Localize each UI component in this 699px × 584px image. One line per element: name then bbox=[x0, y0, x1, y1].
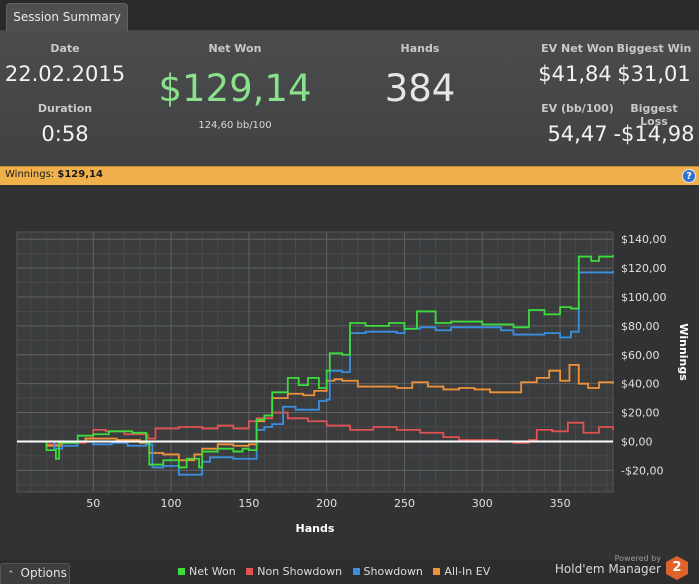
y-tick-label: $60,00 bbox=[621, 349, 660, 362]
powered-by-text: Powered by bbox=[614, 554, 661, 563]
x-tick-label: 300 bbox=[472, 497, 493, 510]
summary-panel: Date 22.02.2015 Duration 0:58 Net Won $1… bbox=[0, 31, 699, 166]
tab-bar: Session Summary bbox=[0, 0, 699, 32]
y-tick-label: -$20,00 bbox=[621, 464, 663, 477]
product-name: Hold'em Manager bbox=[554, 562, 661, 576]
winnings-bar-text: Winnings: $129,14 bbox=[5, 169, 103, 180]
hands-label: Hands bbox=[400, 42, 440, 55]
biggest-win-label: Biggest Win bbox=[616, 42, 692, 55]
x-tick-label: 50 bbox=[86, 497, 100, 510]
chart-legend: Net Won Non Showdown Showdown All-In EV bbox=[178, 565, 497, 578]
plot-background bbox=[16, 231, 614, 493]
legend-item-net-won[interactable]: Net Won bbox=[178, 565, 236, 578]
legend-swatch-net-won bbox=[178, 568, 185, 575]
chevron-up-icon: ⌃ bbox=[7, 570, 15, 580]
winnings-value: $129,14 bbox=[57, 169, 103, 180]
chart-area: 50 100 150 200 250 300 350 -$20,00 $0,00 $20,00 $4… bbox=[0, 185, 699, 560]
legend-item-allin-ev[interactable]: All-In EV bbox=[433, 565, 490, 578]
legend-label-non-showdown: Non Showdown bbox=[257, 565, 343, 578]
net-won-value: $129,14 bbox=[158, 67, 312, 110]
options-button[interactable]: ⌃ Options bbox=[0, 563, 70, 584]
x-tick-label: 350 bbox=[550, 497, 571, 510]
y-tick-label: $40,00 bbox=[621, 378, 660, 391]
legend-swatch-showdown bbox=[352, 568, 360, 575]
ev-bb100-label: EV (bb/100) bbox=[541, 102, 614, 115]
legend-swatch-allin-ev bbox=[433, 568, 441, 575]
y-tick-label: $140,00 bbox=[621, 233, 667, 246]
biggest-loss-label: Biggest Loss bbox=[630, 102, 678, 128]
legend-label-net-won: Net Won bbox=[189, 565, 236, 578]
date-value: 22.02.2015 bbox=[4, 62, 126, 86]
duration-label: Duration bbox=[37, 102, 93, 115]
net-won-bb100: 124,60 bb/100 bbox=[198, 120, 272, 131]
series-line-net-won bbox=[17, 255, 614, 469]
legend-item-showdown[interactable]: Showdown bbox=[352, 565, 423, 578]
help-icon[interactable]: ? bbox=[682, 169, 696, 183]
y-axis-title: Winnings bbox=[677, 323, 690, 381]
options-label: Options bbox=[20, 566, 67, 580]
biggest-win-value: $31,01 bbox=[617, 62, 691, 86]
tab-session-summary[interactable]: Session Summary bbox=[6, 3, 128, 32]
y-tick-label: $80,00 bbox=[621, 320, 660, 333]
legend-swatch-non-showdown bbox=[246, 568, 254, 575]
hands-value: 384 bbox=[384, 67, 456, 110]
ev-bb100-value: 54,47 bbox=[547, 122, 608, 146]
winnings-bar: Winnings: $129,14 ? bbox=[0, 166, 699, 185]
series-line-showdown bbox=[17, 271, 614, 476]
y-tick-label: $100,00 bbox=[621, 291, 667, 304]
ev-net-won-value: $41,84 bbox=[538, 62, 612, 86]
biggest-loss-value: -$14,98 bbox=[613, 122, 695, 146]
x-tick-label: 250 bbox=[394, 497, 415, 510]
y-tick-label: $20,00 bbox=[621, 407, 660, 420]
winnings-prefix: Winnings: bbox=[5, 169, 55, 180]
hem-logo-badge: 2 bbox=[666, 556, 688, 580]
x-tick-label: 100 bbox=[161, 497, 182, 510]
winnings-chart: 50 100 150 200 250 300 350 -$20,00 $0,00 $20,00 $4… bbox=[16, 231, 690, 535]
y-tick-label: $120,00 bbox=[621, 262, 667, 275]
net-won-label: Net Won bbox=[208, 42, 262, 55]
x-tick-label: 150 bbox=[238, 497, 259, 510]
y-tick-label: $0,00 bbox=[621, 435, 653, 448]
x-axis-title: Hands bbox=[296, 522, 335, 535]
duration-value: 0:58 bbox=[41, 122, 89, 146]
legend-label-showdown: Showdown bbox=[363, 565, 423, 578]
legend-label-allin-ev: All-In EV bbox=[444, 565, 491, 578]
date-label: Date bbox=[50, 42, 80, 55]
x-tick-label: 200 bbox=[316, 497, 337, 510]
legend-item-non-showdown[interactable]: Non Showdown bbox=[246, 565, 342, 578]
ev-net-won-label: EV Net Won bbox=[541, 42, 614, 55]
